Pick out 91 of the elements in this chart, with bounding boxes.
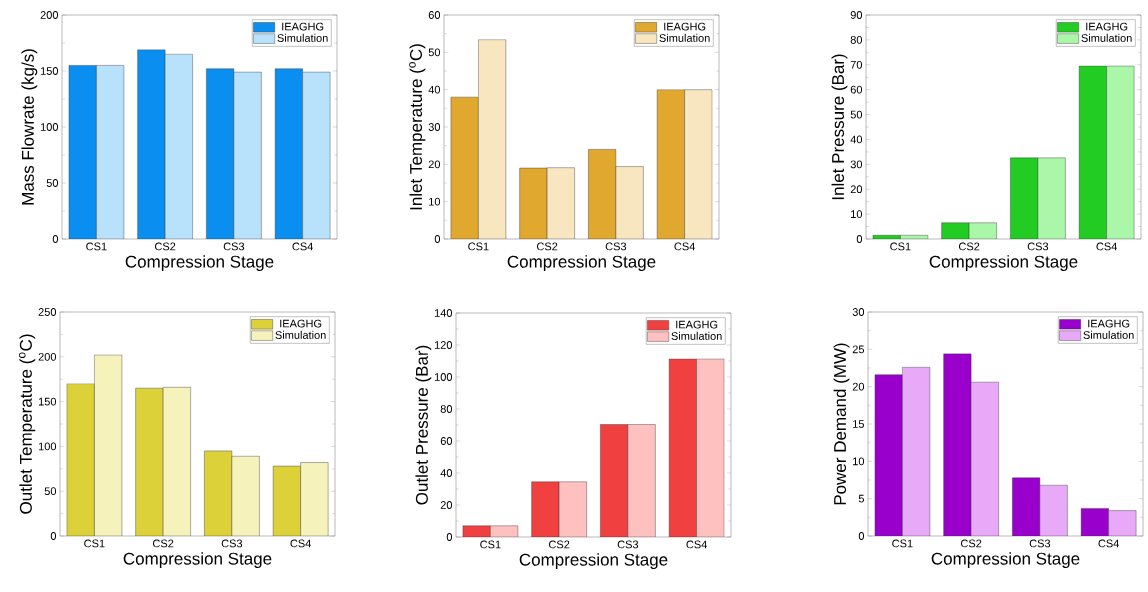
y-tick-label: 100 (40, 123, 59, 131)
y-tick-label: 60 (850, 85, 863, 94)
y-tick-label: 120 (434, 341, 453, 349)
x-tick-label: CS1 (468, 242, 489, 251)
legend-label: IEAGHG (282, 22, 324, 31)
legend-label: IEAGHG (676, 320, 718, 329)
y-tick-label: 30 (852, 308, 865, 316)
x-tick-label: CS1 (86, 242, 107, 251)
x-tick-label: CS2 (959, 242, 980, 251)
y-tick-label: 50 (44, 487, 57, 496)
legend-label: Simulation (659, 33, 710, 42)
x-axis-title: Compression Stage (123, 552, 272, 569)
y-tick-label: 50 (850, 110, 863, 119)
y-tick-label: 90 (850, 11, 863, 19)
legend-label: Simulation (671, 331, 722, 340)
x-axis-title: Compression Stage (931, 552, 1080, 569)
x-tick-label: CS4 (686, 540, 707, 549)
y-tick-label: 15 (853, 420, 864, 428)
y-axis-title: Inlet Pressure (Bar) (831, 54, 848, 200)
x-tick-label: CS1 (480, 540, 501, 549)
x-tick-label: CS3 (223, 242, 245, 251)
x-tick-label: CS2 (152, 539, 174, 548)
y-tick-label: 5 (858, 494, 865, 503)
y-tick-label: 30 (850, 160, 863, 169)
y-axis-title: Power Demand (MW) (833, 343, 850, 505)
legend-label: Simulation (277, 33, 328, 42)
x-tick-label: CS4 (1098, 539, 1120, 548)
y-tick-label: 10 (429, 197, 441, 206)
legend-label: IEAGHG (1088, 319, 1130, 328)
x-tick-label: CS2 (961, 539, 982, 548)
y-tick-label: 0 (446, 533, 453, 541)
x-tick-label: CS3 (1027, 242, 1049, 251)
y-tick-label: 80 (440, 405, 453, 413)
y-tick-label: 40 (440, 469, 453, 477)
x-axis-title: Compression Stage (125, 255, 274, 272)
x-tick-label: CS3 (605, 242, 627, 251)
x-tick-label: CS4 (290, 539, 311, 548)
y-axis-title: Outlet Temperature ($^{o}$C) (19, 334, 36, 514)
y-tick-label: 0 (52, 235, 59, 243)
legend-label: IEAGHG (664, 22, 706, 31)
x-axis-title: Compression Stage (507, 255, 656, 272)
y-tick-label: 50 (428, 48, 441, 57)
legend-label: Simulation (1081, 33, 1132, 42)
y-tick-label: 150 (38, 397, 57, 406)
x-tick-label: CS2 (549, 540, 570, 549)
x-axis-title: Compression Stage (519, 553, 668, 570)
legend-label: Simulation (275, 330, 326, 339)
x-tick-label: CS2 (537, 242, 558, 251)
x-axis-title: Compression Stage (929, 255, 1078, 272)
legend-label: IEAGHG (1086, 22, 1128, 31)
y-tick-label: 0 (856, 235, 863, 243)
y-tick-label: 100 (38, 442, 57, 451)
y-tick-label: 60 (428, 11, 441, 19)
x-tick-label: CS1 (892, 539, 913, 548)
y-tick-label: 250 (38, 308, 57, 316)
y-tick-label: 60 (440, 437, 453, 445)
y-tick-label: 0 (434, 235, 441, 243)
y-tick-label: 25 (852, 345, 864, 354)
y-tick-label: 20 (428, 160, 441, 169)
y-tick-label: 20 (440, 501, 453, 509)
x-tick-label: CS4 (674, 242, 695, 251)
x-tick-label: CS3 (1029, 539, 1051, 548)
legend-label: IEAGHG (280, 319, 322, 328)
y-axis-title: Inlet Temperature ($^{o}$C) (409, 44, 426, 210)
y-tick-label: 50 (46, 179, 59, 187)
x-tick-label: CS3 (221, 539, 243, 548)
y-tick-label: 20 (850, 185, 863, 194)
legend-label: Simulation (1083, 330, 1134, 339)
y-tick-label: 30 (428, 123, 441, 131)
y-tick-label: 10 (851, 210, 863, 219)
y-axis-title: Mass Flowrate (kg/s) (21, 49, 38, 205)
y-tick-label: 150 (40, 67, 59, 75)
y-tick-label: 140 (434, 309, 453, 317)
x-tick-label: CS1 (890, 242, 911, 251)
y-tick-label: 10 (853, 457, 865, 466)
y-tick-label: 0 (858, 532, 865, 540)
x-tick-label: CS4 (1096, 242, 1117, 251)
y-tick-label: 100 (434, 373, 453, 381)
y-tick-label: 40 (850, 135, 863, 144)
y-axis-title: Outlet Pressure (Bar) (415, 345, 432, 505)
y-tick-label: 200 (38, 352, 57, 361)
y-tick-label: 20 (852, 382, 865, 391)
y-tick-label: 40 (428, 85, 441, 94)
x-tick-label: CS1 (84, 539, 105, 548)
y-tick-label: 70 (850, 60, 863, 69)
x-tick-label: CS2 (154, 242, 176, 251)
y-tick-label: 80 (850, 36, 863, 44)
y-tick-label: 0 (50, 532, 57, 540)
y-tick-label: 200 (40, 11, 59, 19)
x-tick-label: CS3 (617, 540, 639, 549)
x-tick-label: CS4 (292, 242, 313, 251)
